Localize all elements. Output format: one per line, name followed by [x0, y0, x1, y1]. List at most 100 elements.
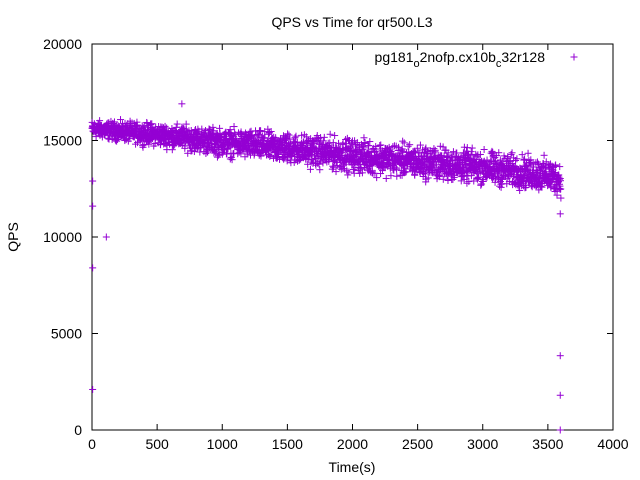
- data-point: [226, 126, 234, 134]
- data-point: [422, 170, 430, 178]
- data-point: [447, 157, 455, 165]
- y-tick-label: 0: [74, 422, 82, 438]
- data-point: [357, 164, 365, 172]
- data-point: [248, 131, 256, 139]
- data-point: [376, 142, 384, 150]
- x-tick-label: 3500: [532, 436, 563, 452]
- data-point: [201, 128, 209, 136]
- data-point: [209, 123, 217, 131]
- data-point: [505, 157, 513, 165]
- data-point: [332, 168, 340, 176]
- data-point: [379, 167, 387, 175]
- data-point: [404, 142, 412, 150]
- data-point: [416, 141, 424, 149]
- data-point: [402, 168, 410, 176]
- legend-label-sub2: c: [496, 58, 502, 70]
- data-point: [326, 130, 334, 138]
- x-tick-label: 1500: [272, 436, 303, 452]
- data-point: [479, 177, 487, 185]
- data-point: [272, 134, 280, 142]
- data-point: [460, 175, 468, 183]
- data-point: [202, 150, 210, 158]
- data-point: [467, 148, 475, 156]
- legend-marker-symbol: [570, 53, 578, 61]
- data-point: [121, 137, 129, 145]
- data-point: [512, 156, 520, 164]
- series-points: [88, 100, 565, 434]
- data-point: [338, 147, 346, 155]
- y-axis-label: QPS: [5, 222, 21, 252]
- data-point: [360, 134, 368, 142]
- data-point: [89, 385, 97, 393]
- data-point: [509, 172, 517, 180]
- data-point: [205, 125, 213, 133]
- data-point: [521, 155, 529, 163]
- legend-label-mid: 2nofp.cx10b: [420, 49, 496, 65]
- data-point: [460, 153, 468, 161]
- y-tick-label: 10000: [43, 229, 82, 245]
- data-point: [117, 116, 125, 124]
- data-point: [265, 128, 273, 136]
- x-axis: 0 500 1000 1500 2000 2500 3000 3500 4000: [88, 44, 629, 452]
- data-point: [540, 151, 548, 159]
- data-point: [257, 127, 265, 135]
- data-point: [319, 137, 327, 145]
- x-tick-label: 2500: [402, 436, 433, 452]
- data-point: [382, 174, 390, 182]
- data-point: [556, 163, 564, 171]
- data-point: [474, 173, 482, 181]
- data-point: [266, 152, 274, 160]
- data-point: [178, 100, 186, 108]
- data-point: [226, 155, 234, 163]
- data-point: [431, 146, 439, 154]
- data-point: [343, 146, 351, 154]
- y-tick-label: 5000: [51, 326, 82, 342]
- data-point: [491, 178, 499, 186]
- data-point: [366, 138, 374, 146]
- legend: pg181o2nofp.cx10bc32r128: [375, 49, 578, 70]
- data-point: [378, 160, 386, 168]
- x-tick-label: 1000: [207, 436, 238, 452]
- data-point: [210, 127, 218, 135]
- data-point: [283, 157, 291, 165]
- x-tick-label: 500: [145, 436, 169, 452]
- data-point: [406, 141, 414, 149]
- data-point: [522, 183, 530, 191]
- data-point: [284, 130, 292, 138]
- data-point: [373, 174, 381, 182]
- data-point: [320, 133, 328, 141]
- data-point: [228, 156, 236, 164]
- data-point: [434, 172, 442, 180]
- data-point: [372, 143, 380, 151]
- data-point: [413, 144, 421, 152]
- data-point: [173, 120, 181, 128]
- data-point: [163, 124, 171, 132]
- data-point: [329, 162, 337, 170]
- data-point: [467, 172, 475, 180]
- data-point: [315, 160, 323, 168]
- chart-title: QPS vs Time for qr500.L3: [271, 14, 432, 30]
- data-point: [398, 146, 406, 154]
- data-point: [89, 264, 97, 272]
- y-tick-label: 15000: [43, 133, 82, 149]
- data-point: [453, 149, 461, 157]
- data-point: [399, 148, 407, 156]
- data-point: [260, 134, 268, 142]
- data-point: [518, 151, 526, 159]
- data-point: [215, 151, 223, 159]
- data-point: [410, 147, 418, 155]
- x-axis-label: Time(s): [329, 459, 376, 475]
- data-point: [556, 210, 564, 218]
- data-point: [498, 175, 506, 183]
- legend-marker: [570, 53, 578, 61]
- legend-label-end: 32r128: [501, 49, 545, 65]
- x-tick-label: 0: [88, 436, 96, 452]
- data-point: [351, 164, 359, 172]
- data-point: [89, 177, 97, 185]
- data-point: [223, 150, 231, 158]
- data-point: [444, 149, 452, 157]
- data-point: [552, 161, 560, 169]
- y-tick-label: 20000: [43, 36, 82, 52]
- data-point: [360, 157, 368, 165]
